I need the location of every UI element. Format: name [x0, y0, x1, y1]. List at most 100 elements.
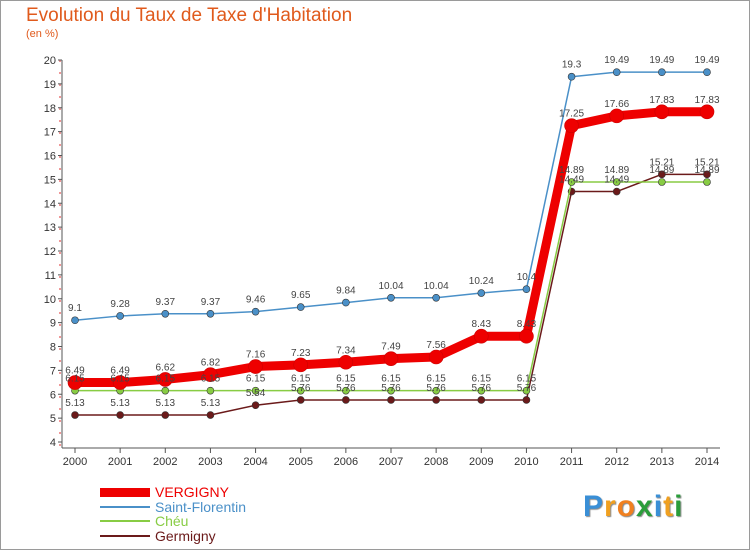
y-tick-label: 14: [44, 198, 56, 210]
point-vergigny: [157, 372, 173, 387]
point-vergigny: [519, 328, 534, 344]
point-saint-florentin: [296, 303, 305, 311]
point-ch-u: [206, 386, 215, 395]
point-saint-florentin: [342, 298, 350, 307]
data-label-vergigny: 17.83: [649, 95, 674, 106]
legend-swatch-ch-u: [100, 520, 150, 522]
data-label-vergigny: 7.34: [336, 345, 356, 356]
data-label-saint-florentin: 9.84: [336, 286, 356, 297]
data-label-germigny: 5.76: [472, 383, 492, 394]
y-tick-label: 10: [44, 294, 56, 306]
data-label-vergigny: 7.49: [381, 342, 401, 353]
point-germigny: [522, 396, 531, 404]
point-germigny: [658, 170, 666, 179]
data-label-vergigny: 7.23: [291, 348, 311, 359]
point-ch-u: [703, 178, 711, 186]
series-layer: [67, 68, 715, 419]
y-tick-label: 7: [50, 365, 56, 377]
x-tick-label: 2009: [469, 456, 493, 468]
data-label-vergigny: 7.56: [426, 340, 446, 351]
y-tick-label: 17: [44, 127, 56, 139]
y-tick-label: 16: [44, 151, 56, 163]
chart-axes: 4 5 6 7 8 9 10 11 12 13 14 15 16 17 18 19 20 2000 2001 2002…: [44, 55, 720, 468]
x-tick-label: 2000: [63, 456, 87, 468]
x-tick-label: 2008: [424, 456, 448, 468]
data-label-ch-u: 14.89: [649, 165, 674, 176]
data-label-vergigny: 17.66: [604, 99, 629, 110]
data-label-saint-florentin: 19.3: [562, 60, 582, 71]
point-vergigny: [564, 118, 579, 133]
x-tick-label: 2001: [108, 456, 132, 468]
point-vergigny: [248, 359, 263, 374]
point-saint-florentin: [522, 285, 531, 294]
y-tick-label: 13: [44, 222, 56, 234]
point-saint-florentin: [432, 293, 440, 302]
point-vergigny: [338, 354, 354, 370]
legend-label-vergigny: VERGIGNY: [155, 484, 229, 500]
point-vergigny: [383, 351, 399, 366]
y-tick-label: 4: [50, 437, 56, 449]
data-label-vergigny: 17.25: [559, 109, 584, 120]
data-label-ch-u: 6.15: [472, 374, 492, 385]
point-ch-u: [251, 386, 260, 395]
logo-letter: r: [604, 490, 617, 523]
x-tick-label: 2004: [243, 456, 267, 468]
data-label-germigny: 5.54: [246, 388, 266, 399]
legend-swatch-germigny: [100, 534, 150, 537]
data-label-saint-florentin: 10.24: [469, 276, 494, 287]
point-saint-florentin: [206, 309, 215, 318]
data-label-saint-florentin: 19.49: [604, 55, 629, 66]
data-label-saint-florentin: 10.4: [517, 272, 537, 283]
data-label-germigny: 15.21: [694, 157, 719, 168]
x-tick-label: 2006: [334, 456, 358, 468]
point-ch-u: [296, 386, 305, 395]
point-germigny: [703, 170, 711, 179]
logo-letter: i: [653, 490, 664, 523]
data-label-ch-u: 6.15: [426, 374, 446, 385]
point-ch-u: [567, 178, 576, 186]
logo-letter: P: [583, 490, 605, 523]
data-label-ch-u: 6.15: [65, 374, 85, 385]
data-label-ch-u: 14.89: [559, 165, 584, 176]
point-saint-florentin: [658, 68, 666, 76]
data-label-saint-florentin: 10.04: [378, 281, 403, 292]
y-tick-label: 12: [44, 246, 56, 258]
data-label-saint-florentin: 19.49: [649, 55, 674, 66]
x-tick-label: 2013: [650, 456, 674, 468]
point-saint-florentin: [612, 68, 621, 76]
point-vergigny: [112, 375, 128, 390]
data-label-germigny: 5.76: [336, 383, 356, 394]
point-germigny: [116, 411, 124, 419]
point-ch-u: [387, 386, 395, 395]
data-label-germigny: 5.13: [156, 398, 176, 409]
data-label-saint-florentin: 9.65: [291, 290, 311, 301]
point-saint-florentin: [161, 309, 170, 318]
point-vergigny: [609, 108, 625, 124]
point-ch-u: [522, 386, 531, 395]
x-tick-label: 2011: [560, 456, 584, 468]
point-saint-florentin: [71, 316, 79, 325]
point-germigny: [296, 396, 305, 404]
point-vergigny: [428, 349, 444, 365]
point-vergigny: [473, 328, 489, 344]
data-label-germigny: 5.76: [381, 383, 401, 394]
data-label-germigny: 15.21: [649, 157, 674, 168]
logo-letter: i: [674, 490, 684, 523]
point-vergigny: [654, 104, 670, 120]
point-vergigny: [203, 367, 218, 382]
data-label-vergigny: 7.16: [246, 350, 266, 361]
legend-label-saint-florentin: Saint-Florentin: [155, 498, 247, 515]
y-tick-label: 6: [50, 389, 56, 401]
data-label-vergigny: 6.49: [110, 366, 130, 377]
point-vergigny: [293, 357, 309, 373]
data-label-saint-florentin: 9.1: [68, 303, 82, 314]
y-tick-label: 11: [45, 270, 56, 282]
point-germigny: [342, 396, 350, 404]
data-label-saint-florentin: 9.28: [110, 299, 130, 310]
legend-label-ch-u: Chéu: [155, 513, 189, 529]
data-label-vergigny: 6.62: [156, 362, 176, 373]
point-germigny: [387, 396, 395, 404]
legend-swatch-vergigny: [100, 487, 150, 497]
data-label-ch-u: 14.89: [604, 165, 629, 176]
